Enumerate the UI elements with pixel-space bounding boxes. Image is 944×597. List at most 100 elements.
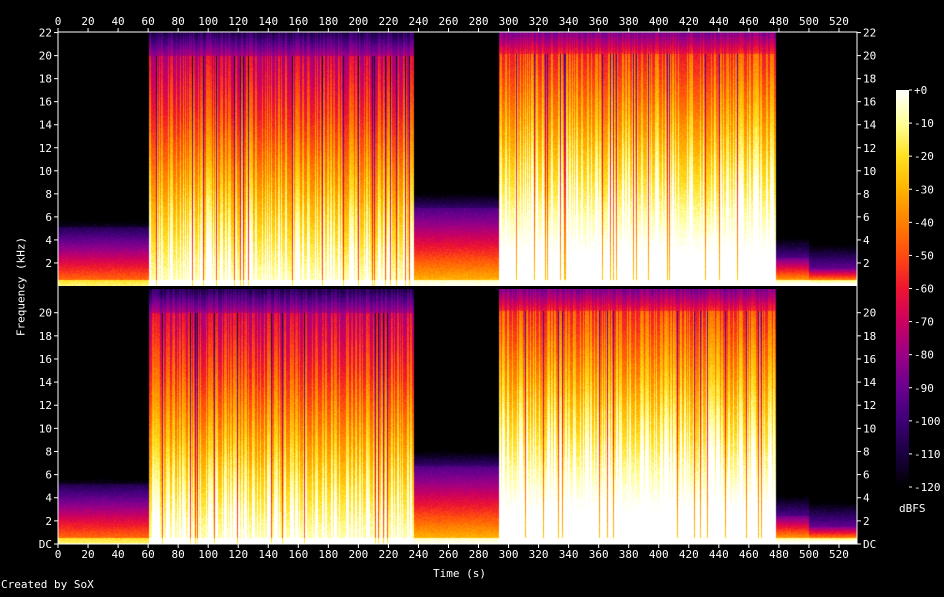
x-tick-label-top: 40: [111, 15, 124, 28]
x-tick-label-bottom: 480: [769, 548, 789, 561]
x-tick-label-bottom: 380: [619, 548, 639, 561]
colorbar-tick-label: -90: [914, 382, 934, 395]
x-tick-label-top: 320: [529, 15, 549, 28]
y-tick-label-right: 8: [863, 188, 870, 201]
y-tick-label-right: 8: [863, 445, 870, 458]
colorbar-tick-label: -100: [914, 415, 941, 428]
x-tick-label-bottom: 200: [348, 548, 368, 561]
y-tick-label-left: 14: [39, 119, 53, 132]
y-tick-label-left: 20: [39, 50, 52, 63]
colorbar-tick-label: -70: [914, 316, 934, 329]
x-tick-label-top: 20: [81, 15, 94, 28]
x-tick-label-bottom: 120: [228, 548, 248, 561]
y-tick-label-right: 18: [863, 330, 876, 343]
colorbar-gradient: [896, 90, 909, 487]
x-tick-label-bottom: 260: [439, 548, 459, 561]
x-tick-label-bottom: 340: [559, 548, 579, 561]
colorbar-tick-label: -110: [914, 448, 941, 461]
x-tick-label-top: 200: [348, 15, 368, 28]
x-tick-label-bottom: 520: [829, 548, 849, 561]
x-tick-label-bottom: 100: [198, 548, 218, 561]
y-tick-label-left: 16: [39, 96, 52, 109]
x-tick-label-top: 300: [499, 15, 519, 28]
y-tick-label-left: 4: [45, 492, 52, 505]
x-tick-label-bottom: 60: [141, 548, 154, 561]
y-tick-label-left: 20: [39, 307, 52, 320]
y-tick-label-right: 4: [863, 492, 870, 505]
x-tick-label-top: 500: [799, 15, 819, 28]
colorbar-tick-label: -60: [914, 283, 934, 296]
axes-frame: [57, 31, 858, 545]
y-tick-label-right: 16: [863, 96, 876, 109]
x-tick-label-top: 160: [288, 15, 308, 28]
y-tick-label-right: 14: [863, 376, 877, 389]
y-tick-label-left: 18: [39, 330, 52, 343]
y-tick-label-right: 12: [863, 142, 876, 155]
x-tick-label-top: 480: [769, 15, 789, 28]
y-tick-label-left: 6: [45, 211, 52, 224]
x-tick-label-top: 360: [589, 15, 609, 28]
y-tick-label-left: 4: [45, 234, 52, 247]
colorbar: +0 -10 -20 -30 -40 -50 -60 -70 -80 -90 -100 -110 -12…: [896, 84, 941, 494]
x-tick-label-top: 100: [198, 15, 218, 28]
y-tick-label-left: 16: [39, 353, 52, 366]
y-tick-label-right: 10: [863, 165, 876, 178]
x-tick-label-bottom: 180: [318, 548, 338, 561]
y-tick-label-left: 14: [39, 376, 53, 389]
colorbar-tick-label: -50: [914, 249, 934, 262]
y-tick-label-right: 20: [863, 50, 876, 63]
x-tick-label-top: 120: [228, 15, 248, 28]
x-tick-label-top: 420: [679, 15, 699, 28]
y-tick-label-left: 6: [45, 469, 52, 482]
y-tick-label-left: 8: [45, 445, 52, 458]
y-tick-label-right: 2: [863, 515, 870, 528]
colorbar-tick-label: -40: [914, 216, 934, 229]
x-tick-label-bottom: 140: [258, 548, 278, 561]
y-tick-label-right: DC: [863, 538, 876, 551]
x-tick-label-bottom: 460: [739, 548, 759, 561]
y-axis-label: Frequency (kHz): [14, 236, 28, 337]
y-tick-label-right: 6: [863, 469, 870, 482]
y-tick-label-left: 12: [39, 399, 52, 412]
x-tick-label-top: 0: [55, 15, 62, 28]
x-tick-label-top: 220: [378, 15, 398, 28]
colorbar-tick-label: -20: [914, 150, 934, 163]
x-tick-label-top: 180: [318, 15, 338, 28]
y-tick-label-left: 10: [39, 422, 52, 435]
y-tick-label-left: 8: [45, 188, 52, 201]
x-tick-label-bottom: 20: [81, 548, 94, 561]
x-tick-label-bottom: 40: [111, 548, 124, 561]
x-tick-label-top: 520: [829, 15, 849, 28]
x-axis-ticks: 0 0 20 20 40 40 60 60 80 80 100 100 120 120 140 140 160 1…: [55, 15, 849, 561]
x-axis-label: Time (s): [433, 567, 486, 580]
y-tick-label-left: 12: [39, 142, 52, 155]
y-tick-label-right: 12: [863, 399, 876, 412]
y-tick-label-left: 18: [39, 73, 52, 86]
y-tick-label-left: DC: [39, 538, 52, 551]
x-tick-label-bottom: 80: [172, 548, 185, 561]
colorbar-unit-label: dBFS: [899, 502, 926, 515]
x-tick-label-bottom: 220: [378, 548, 398, 561]
plot-frame: [57, 31, 858, 545]
y-tick-label-right: 6: [863, 211, 870, 224]
x-tick-label-top: 340: [559, 15, 579, 28]
y-tick-label-right: 4: [863, 234, 870, 247]
x-tick-label-top: 240: [409, 15, 429, 28]
colorbar-tick-label: -120: [914, 481, 941, 494]
y-tick-label-right: 2: [863, 257, 870, 270]
x-tick-label-bottom: 320: [529, 548, 549, 561]
y-tick-label-left: 22: [39, 27, 52, 40]
y-tick-label-right: 18: [863, 73, 876, 86]
spectrogram-channel-2: [58, 289, 857, 544]
x-tick-label-top: 460: [739, 15, 759, 28]
x-tick-label-bottom: 500: [799, 548, 819, 561]
x-tick-label-top: 60: [141, 15, 154, 28]
x-tick-label-bottom: 360: [589, 548, 609, 561]
x-tick-label-bottom: 400: [649, 548, 669, 561]
y-tick-label-right: 14: [863, 119, 877, 132]
y-tick-label-right: 22: [863, 27, 876, 40]
y-tick-label-left: 10: [39, 165, 52, 178]
